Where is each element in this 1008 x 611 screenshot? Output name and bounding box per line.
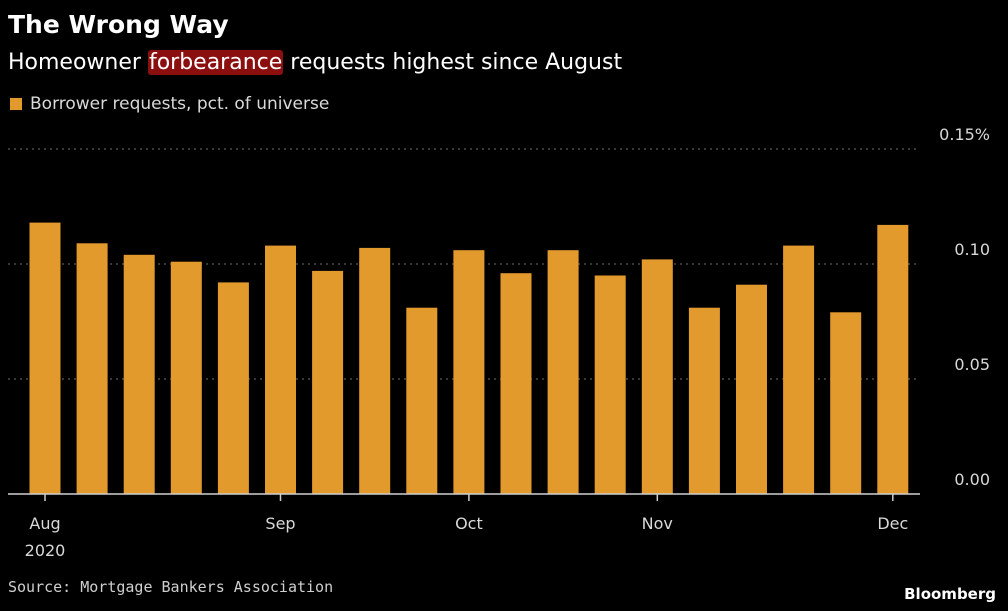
chart-title: The Wrong Way — [8, 10, 229, 39]
bar — [29, 222, 61, 494]
x-tick-label: Nov — [642, 514, 673, 533]
x-tick-label: Aug — [29, 514, 60, 533]
bars — [29, 222, 909, 494]
bar — [312, 270, 344, 494]
legend-label: Borrower requests, pct. of universe — [30, 94, 330, 114]
bar — [123, 254, 155, 494]
legend-swatch — [10, 98, 22, 110]
axes: 0.15% 0.10 0.05 0.00 Aug 2020 Sep Oct Nov Dec — [8, 125, 990, 560]
y-tick-label: 0.10 — [954, 240, 990, 259]
y-tick-label: 0.05 — [954, 355, 990, 374]
bar — [547, 250, 579, 494]
bar — [359, 247, 391, 494]
bar — [76, 243, 108, 494]
bar — [641, 259, 673, 494]
bar — [453, 250, 485, 494]
bloomberg-logo: Bloomberg — [904, 585, 996, 603]
bar — [877, 224, 909, 494]
bar — [406, 307, 438, 494]
bar — [830, 312, 862, 494]
bar — [265, 245, 296, 494]
subtitle-highlight: forbearance — [147, 50, 284, 75]
bar-chart: 0.15% 0.10 0.05 0.00 Aug 2020 Sep Oct Nov Dec — [8, 125, 990, 560]
subtitle-prefix: Homeowner — [8, 50, 148, 75]
chart-legend: Borrower requests, pct. of universe — [10, 94, 329, 114]
y-tick-label: 0.00 — [954, 470, 990, 489]
x-tick-sublabel: 2020 — [25, 541, 66, 560]
bar — [688, 307, 720, 494]
bar — [594, 275, 626, 494]
x-tick-label: Sep — [265, 514, 295, 533]
subtitle-suffix: requests highest since August — [283, 50, 623, 75]
source-note: Source: Mortgage Bankers Association — [8, 578, 334, 596]
bar — [783, 245, 815, 494]
bar — [217, 282, 249, 494]
chart-subtitle: Homeowner forbearance requests highest s… — [8, 50, 622, 75]
y-tick-label: 0.15% — [939, 125, 990, 144]
bar — [170, 261, 202, 494]
x-tick-label: Dec — [877, 514, 908, 533]
bar — [500, 273, 532, 494]
x-tick-label: Oct — [455, 514, 483, 533]
bar — [736, 284, 767, 494]
